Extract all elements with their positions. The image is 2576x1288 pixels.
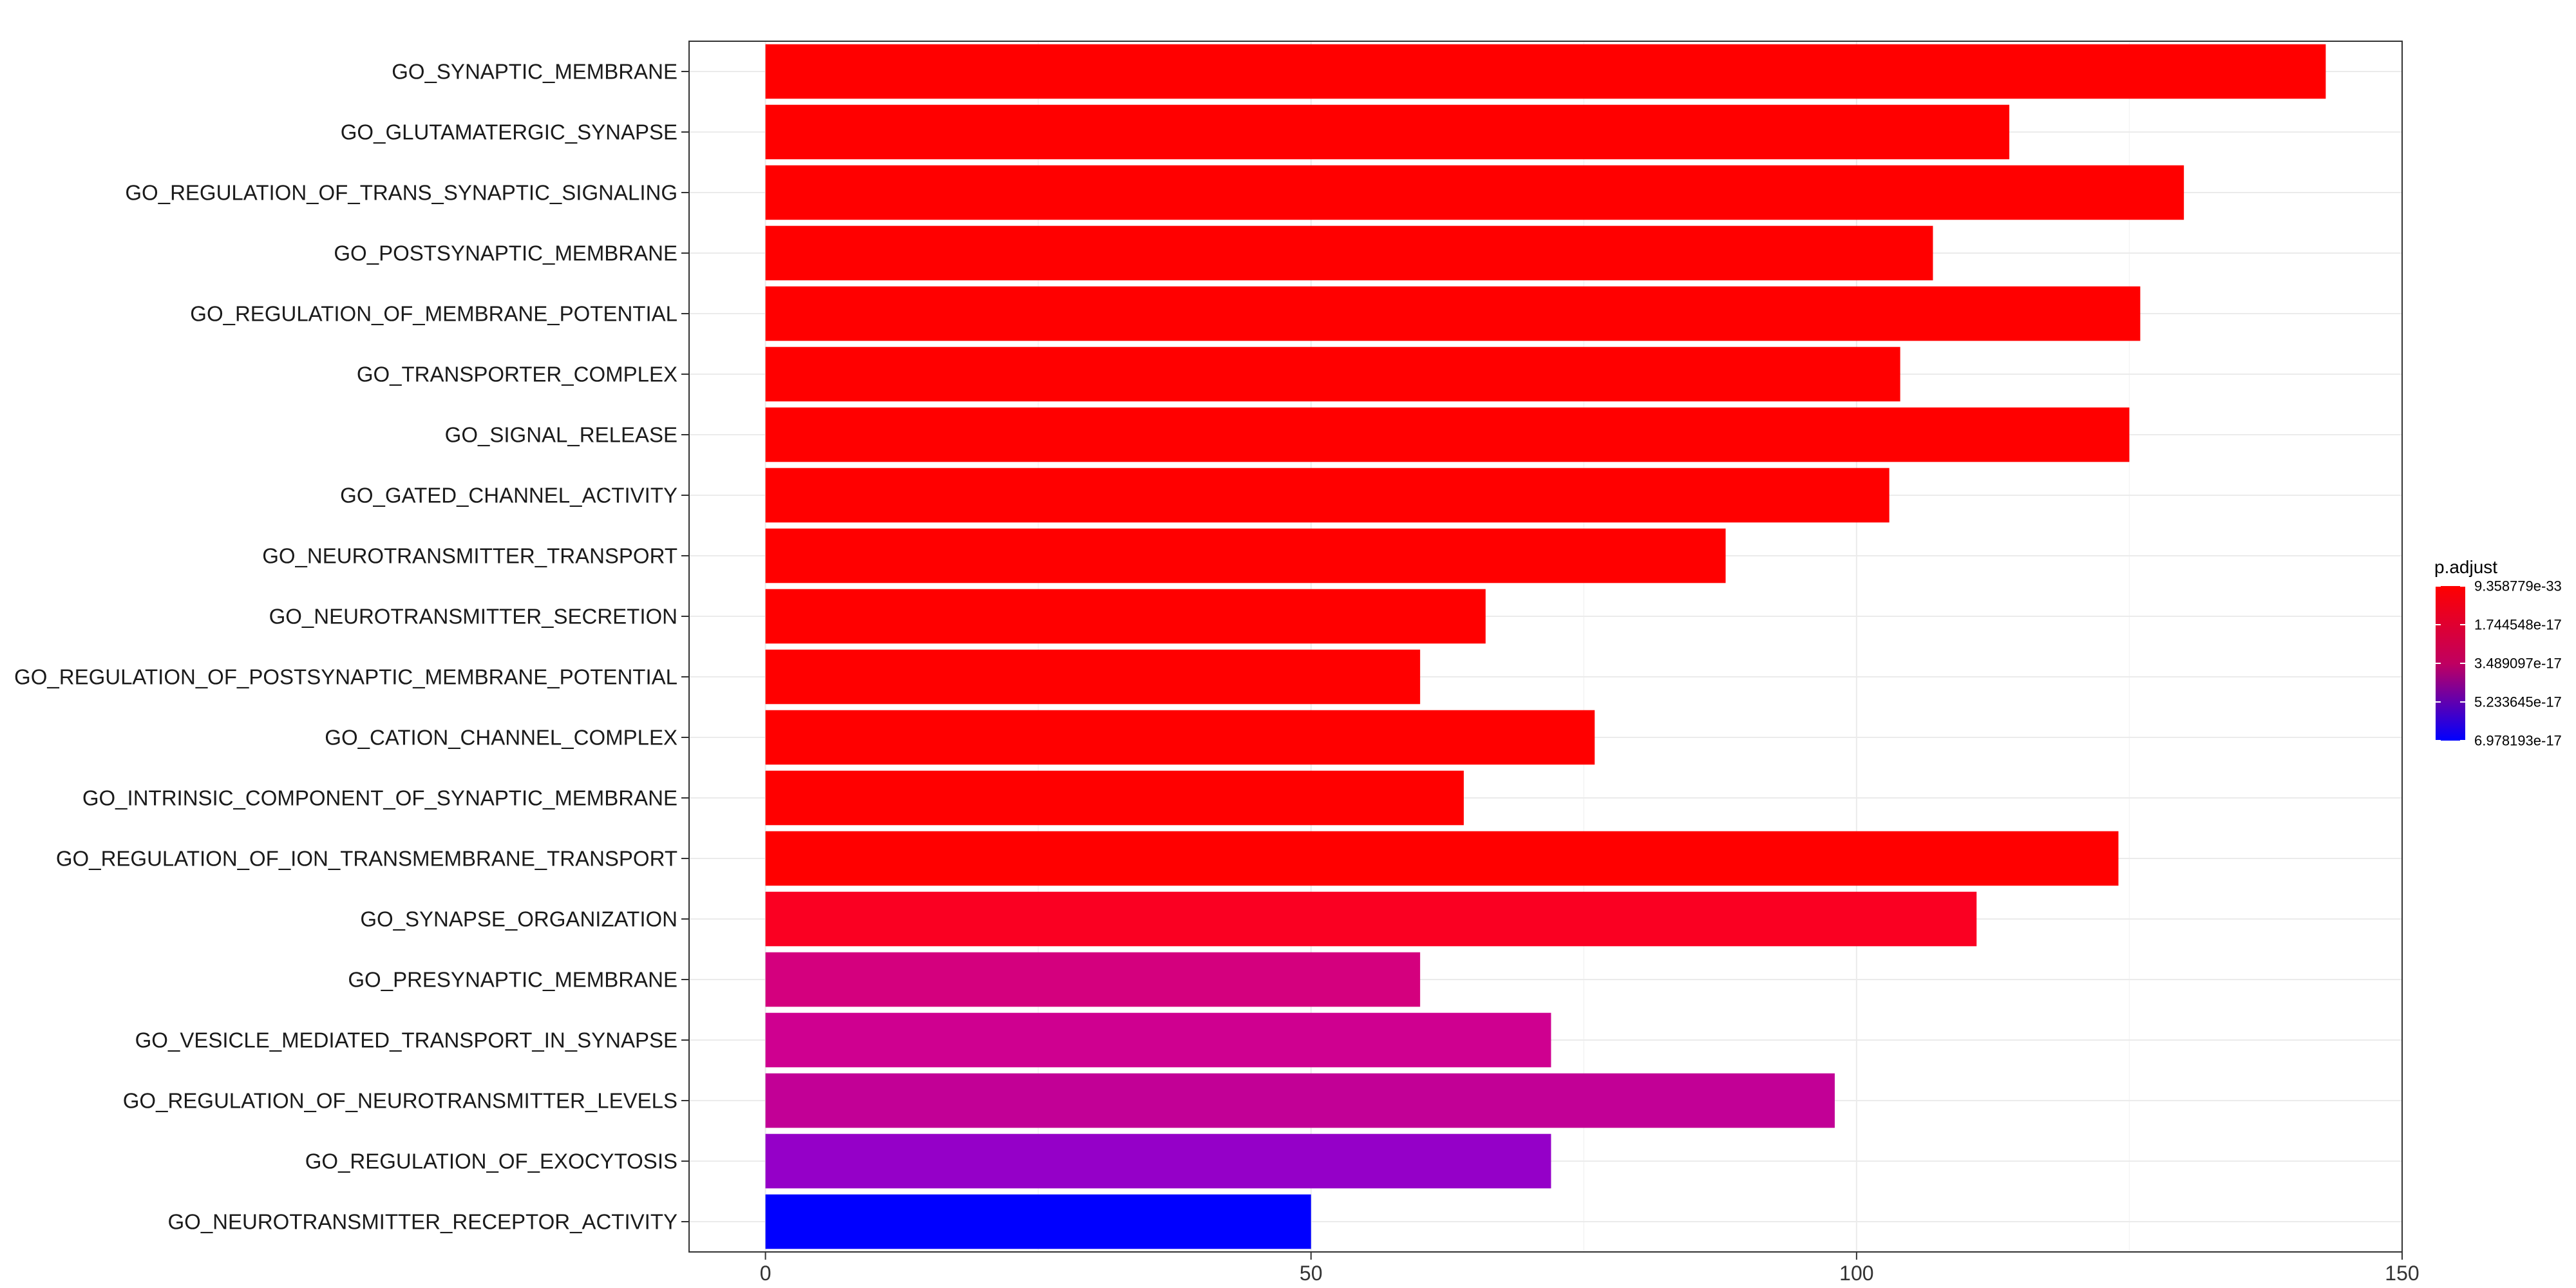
legend-ticks: 9.358779e-33 1.744548e-17 3.489097e-17 5.23… — [2436, 578, 2562, 749]
bar — [765, 346, 1900, 402]
category-label: GO_TRANSPORTER_COMPLEX — [357, 363, 677, 386]
category-label: GO_REGULATION_OF_NEUROTRANSMITTER_LEVELS — [123, 1089, 677, 1113]
category-label: GO_SYNAPSE_ORGANIZATION — [360, 907, 677, 931]
x-tick-label: 50 — [1300, 1262, 1323, 1285]
category-label: GO_SIGNAL_RELEASE — [445, 423, 677, 447]
bar — [765, 1194, 1311, 1249]
category-label: GO_PRESYNAPTIC_MEMBRANE — [348, 968, 677, 992]
x-axis-ticks: 0 50 100 150 — [760, 1252, 2420, 1285]
legend-label: 9.358779e-33 — [2474, 578, 2562, 594]
category-label: GO_REGULATION_OF_ION_TRANSMEMBRANE_TRANS… — [56, 847, 677, 871]
bar — [765, 831, 2119, 886]
bar — [765, 770, 1464, 826]
bar — [765, 165, 2184, 220]
bar — [765, 104, 2010, 160]
category-label: GO_REGULATION_OF_TRANS_SYNAPTIC_SIGNALIN… — [125, 181, 677, 205]
category-label: GO_NEUROTRANSMITTER_RECEPTOR_ACTIVITY — [167, 1210, 677, 1234]
bar — [765, 286, 2141, 341]
legend-label: 3.489097e-17 — [2474, 656, 2562, 672]
bar — [765, 589, 1486, 644]
bar — [765, 407, 2130, 462]
bar — [765, 528, 1726, 583]
bar — [765, 1133, 1551, 1189]
category-label: GO_VESICLE_MEDIATED_TRANSPORT_IN_SYNAPSE — [135, 1028, 677, 1052]
x-tick-label: 100 — [1839, 1262, 1873, 1285]
legend-label: 5.233645e-17 — [2474, 694, 2562, 710]
x-tick-label: 150 — [2385, 1262, 2419, 1285]
x-tick-label: 0 — [760, 1262, 772, 1285]
bars — [765, 44, 2326, 1249]
category-label: GO_NEUROTRANSMITTER_SECRETION — [269, 605, 677, 629]
category-label: GO_POSTSYNAPTIC_MEMBRANE — [334, 242, 677, 265]
legend-label: 6.978193e-17 — [2474, 733, 2562, 749]
category-label: GO_NEUROTRANSMITTER_TRANSPORT — [262, 544, 677, 568]
bar — [765, 468, 1889, 523]
bar — [765, 225, 1933, 281]
bar — [765, 649, 1421, 705]
category-label: GO_INTRINSIC_COMPONENT_OF_SYNAPTIC_MEMBR… — [82, 786, 677, 810]
category-label: GO_GLUTAMATERGIC_SYNAPSE — [341, 120, 677, 144]
panel-border — [688, 41, 2403, 1253]
category-label: GO_GATED_CHANNEL_ACTIVITY — [340, 484, 677, 507]
bar — [765, 1012, 1551, 1068]
legend-title: p.adjust — [2434, 557, 2497, 577]
category-labels: GO_SYNAPTIC_MEMBRANE GO_GLUTAMATERGIC_SYN… — [14, 60, 689, 1234]
bar — [765, 44, 2326, 99]
legend-label: 1.744548e-17 — [2474, 617, 2562, 633]
color-legend: p.adjust 9.358779e-33 1.744548e-17 3.48909… — [2434, 557, 2562, 749]
bar — [765, 710, 1595, 765]
category-label: GO_REGULATION_OF_POSTSYNAPTIC_MEMBRANE_P… — [14, 665, 677, 689]
category-label: GO_REGULATION_OF_EXOCYTOSIS — [305, 1150, 677, 1173]
panel-background — [689, 41, 2402, 1252]
category-label: GO_REGULATION_OF_MEMBRANE_POTENTIAL — [190, 302, 677, 326]
category-label: GO_CATION_CHANNEL_COMPLEX — [325, 726, 677, 750]
bar — [765, 1073, 1835, 1128]
category-label: GO_SYNAPTIC_MEMBRANE — [392, 60, 677, 84]
bar — [765, 891, 1977, 947]
bar — [765, 952, 1421, 1007]
